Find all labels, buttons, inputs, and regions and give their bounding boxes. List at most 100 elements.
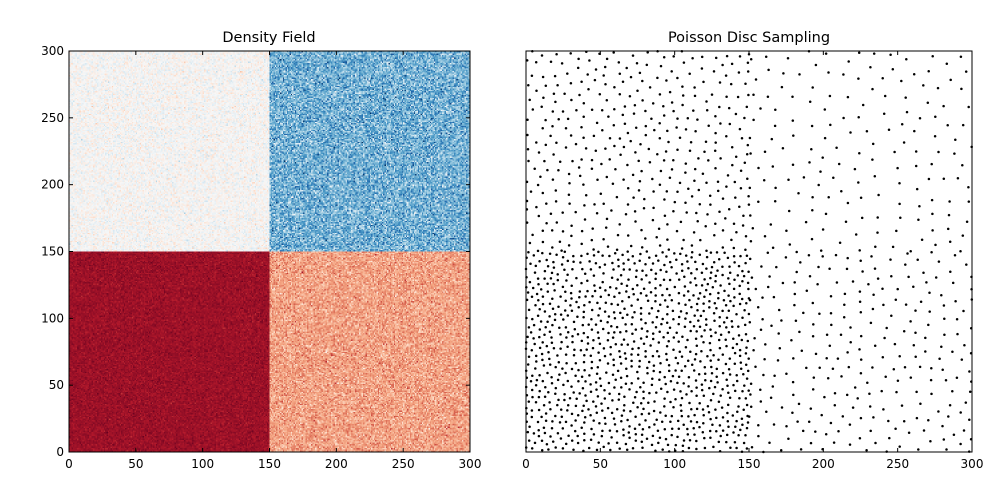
sample-point	[670, 101, 674, 104]
sample-point	[749, 393, 752, 396]
sample-point	[575, 108, 578, 112]
sample-point	[945, 62, 949, 65]
sample-point	[578, 296, 581, 299]
sample-point	[693, 86, 696, 89]
sample-point	[656, 152, 659, 156]
sample-point	[614, 167, 617, 171]
sample-point	[858, 152, 861, 155]
sample-point	[807, 254, 811, 257]
sample-point	[858, 348, 861, 351]
sample-point	[763, 235, 767, 238]
sample-point	[649, 290, 653, 294]
sample-point	[543, 431, 547, 435]
sample-point	[632, 401, 635, 404]
sample-point	[639, 386, 642, 389]
sample-point	[883, 94, 887, 98]
sample-point	[586, 335, 590, 339]
sample-point	[917, 218, 920, 222]
sample-point	[548, 363, 552, 366]
sample-point	[549, 277, 553, 280]
sample-point	[938, 357, 941, 360]
sample-point	[941, 424, 944, 428]
sample-point	[708, 300, 711, 303]
sample-point	[623, 395, 626, 398]
sample-point	[624, 323, 627, 326]
sample-point	[732, 246, 736, 250]
sample-point	[702, 413, 705, 417]
sample-point	[768, 275, 771, 278]
sample-point	[709, 334, 713, 338]
sample-point	[635, 390, 638, 394]
sample-point	[739, 367, 743, 371]
sample-point	[658, 122, 661, 125]
sample-point	[547, 448, 550, 451]
sample-point	[636, 377, 640, 380]
sample-point	[546, 168, 549, 172]
sample-point	[808, 161, 811, 164]
sample-point	[927, 177, 931, 181]
sample-point	[725, 316, 729, 320]
sample-point	[896, 379, 900, 383]
sample-point	[592, 339, 595, 342]
sample-point	[598, 307, 602, 310]
sample-point	[800, 349, 804, 352]
sample-point	[590, 328, 594, 331]
sample-point	[668, 176, 672, 179]
sample-point	[633, 311, 636, 314]
sample-point	[695, 330, 698, 333]
sample-point	[646, 299, 650, 302]
sample-point	[810, 237, 814, 241]
sample-point	[942, 304, 946, 307]
sample-point	[702, 80, 705, 84]
sample-point	[658, 370, 662, 374]
sample-point	[684, 345, 688, 349]
sample-point	[657, 259, 660, 262]
sample-point	[904, 96, 907, 99]
sample-point	[645, 63, 649, 67]
sample-point	[777, 308, 781, 312]
sample-point	[748, 320, 752, 324]
sample-point	[714, 274, 718, 278]
sample-point	[578, 174, 582, 178]
sample-point	[663, 299, 667, 302]
sample-point	[637, 346, 640, 350]
sample-point	[580, 375, 584, 379]
sample-point	[565, 279, 568, 282]
sample-point	[858, 300, 862, 304]
sample-point	[722, 299, 726, 302]
sample-point	[746, 143, 750, 147]
sample-point	[631, 447, 635, 450]
sample-point	[965, 263, 968, 266]
sample-point	[531, 233, 534, 237]
sample-point	[622, 428, 625, 431]
sample-point	[909, 320, 912, 323]
sample-point	[648, 391, 651, 395]
sample-point	[659, 387, 663, 391]
sample-point	[590, 366, 593, 370]
sample-point	[603, 354, 607, 358]
sample-point	[715, 430, 718, 433]
sample-point	[606, 245, 610, 248]
sample-point	[551, 124, 554, 128]
sample-point	[597, 441, 600, 444]
sample-point	[791, 380, 795, 384]
sample-point	[648, 256, 651, 259]
sample-point	[709, 359, 712, 362]
sample-point	[622, 262, 625, 265]
sample-point	[704, 225, 707, 228]
sample-point	[828, 267, 831, 271]
sample-point	[531, 395, 534, 399]
sample-point	[641, 79, 644, 83]
sample-point	[882, 303, 885, 307]
poisson-x-tick-label: 100	[663, 457, 686, 471]
sample-point	[668, 293, 671, 297]
sample-point	[711, 423, 714, 426]
sample-point	[626, 418, 629, 422]
sample-point	[955, 318, 959, 321]
sample-point	[658, 436, 662, 439]
sample-point	[877, 193, 880, 197]
sample-point	[919, 300, 923, 303]
sample-point	[724, 338, 727, 342]
sample-point	[636, 406, 639, 409]
sample-point	[609, 345, 612, 349]
